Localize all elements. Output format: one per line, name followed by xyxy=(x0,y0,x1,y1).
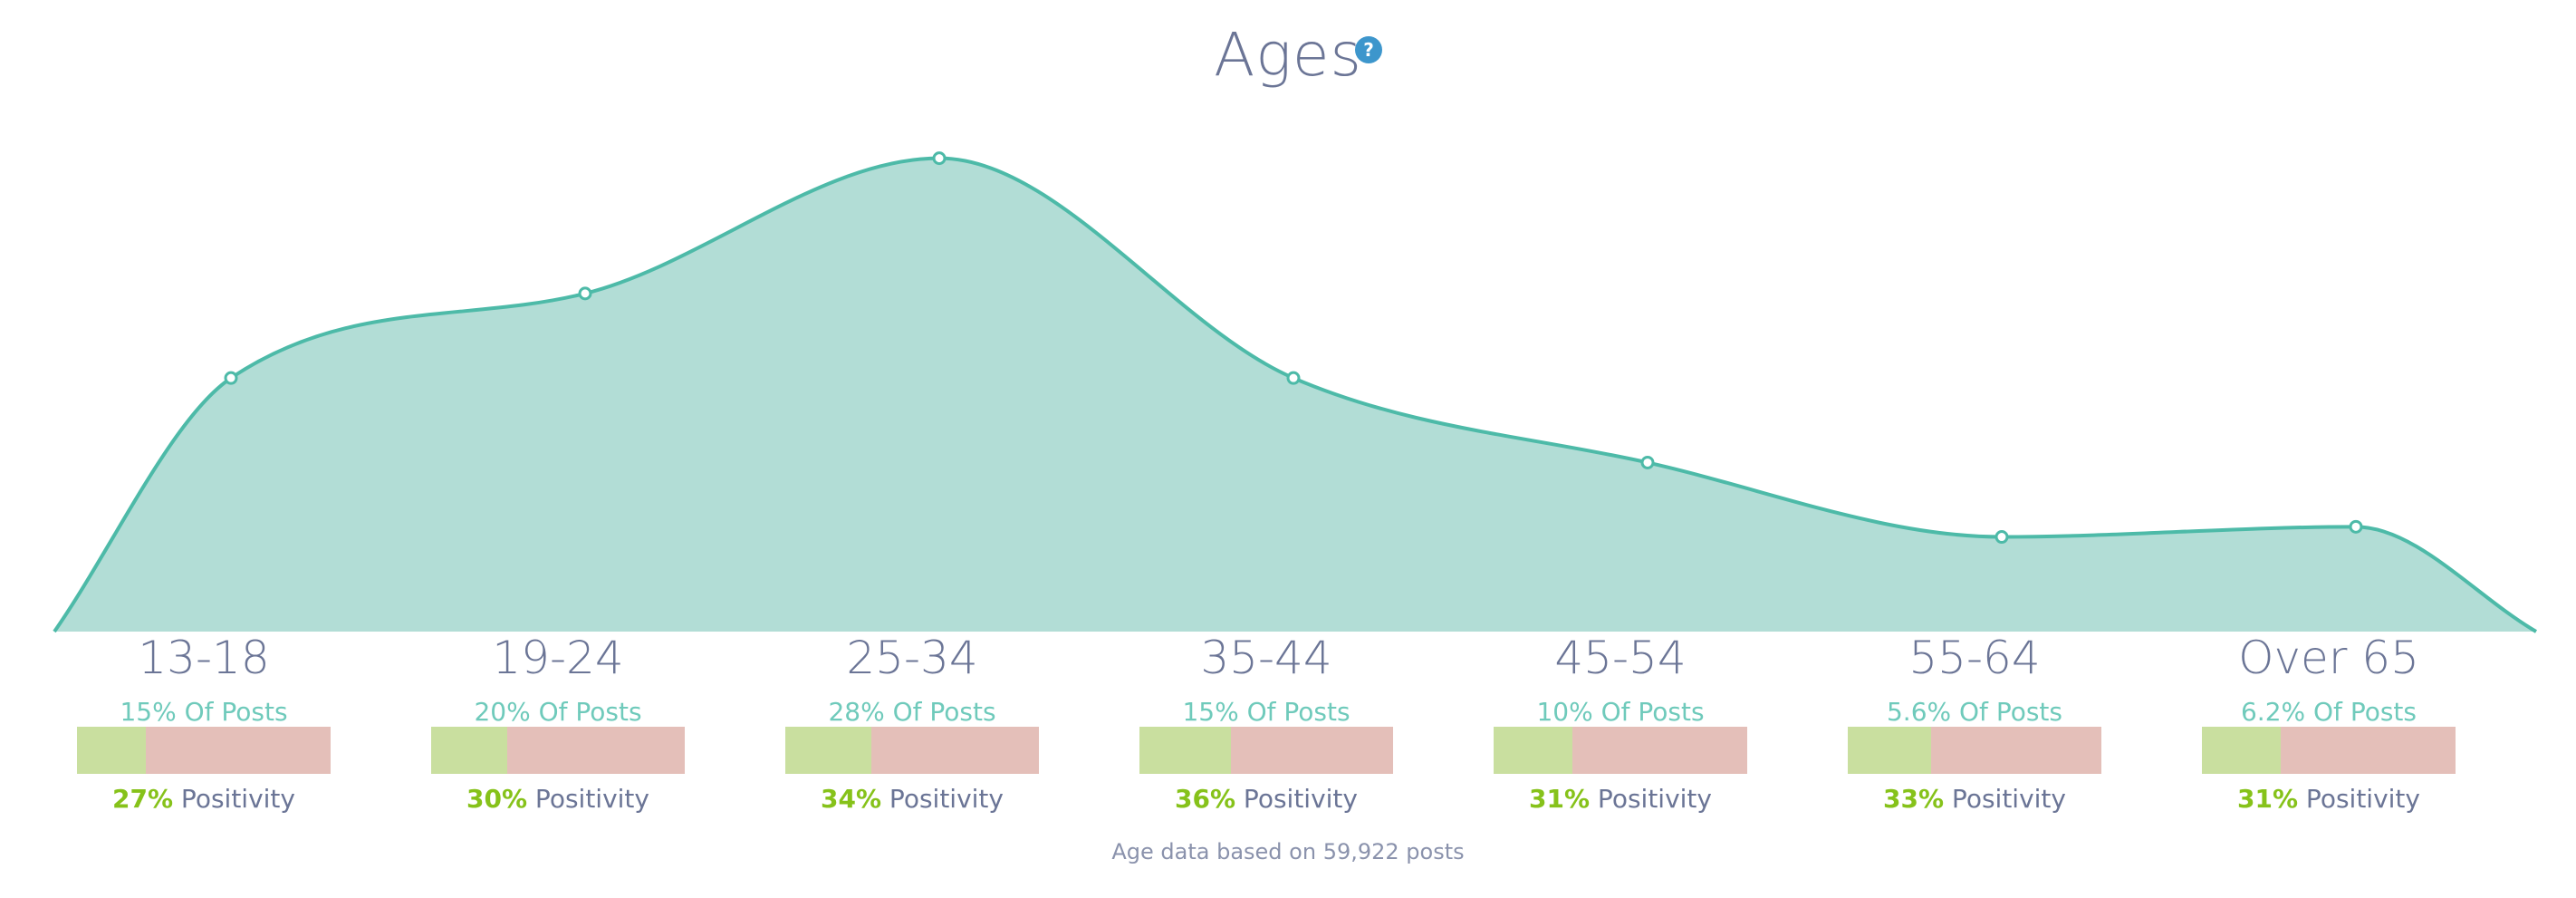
positivity-bar xyxy=(77,727,331,774)
positivity-label: 31% Positivity xyxy=(1439,781,1802,817)
tick-label: Over 65 xyxy=(2238,632,2419,684)
footnote: Age data based on 59,922 posts xyxy=(1111,839,1465,864)
data-point-19-24[interactable] xyxy=(578,286,592,301)
posts-share-label: 6.2% Of Posts xyxy=(2240,697,2417,727)
data-point-45-54[interactable] xyxy=(1640,455,1655,469)
positivity-bar xyxy=(1494,727,1747,774)
posts-share-label: 15% Of Posts xyxy=(120,697,288,727)
age-column-19-24: 19-24 20% Of Posts 30% Positivity xyxy=(377,625,739,843)
positivity-label: 36% Positivity xyxy=(1085,781,1447,817)
positivity-bar-fill xyxy=(785,727,872,774)
data-point-25-34[interactable] xyxy=(932,151,947,166)
chart-title: Ages xyxy=(1214,20,1362,90)
posts-share-label: 15% Of Posts xyxy=(1182,697,1350,727)
age-area-chart xyxy=(53,151,2538,633)
positivity-bar-fill xyxy=(77,727,146,774)
posts-share-label: 10% Of Posts xyxy=(1536,697,1705,727)
positivity-suffix: Positivity xyxy=(1235,784,1358,814)
age-area-line xyxy=(53,156,2538,633)
positivity-label: 31% Positivity xyxy=(2148,781,2510,817)
positivity-bar xyxy=(1139,727,1393,774)
positivity-bar-fill xyxy=(1848,727,1932,774)
age-column-55-64: 55-64 5.6% Of Posts 33% Positivity xyxy=(1793,625,2156,843)
age-column-35-44: 35-44 15% Of Posts 36% Positivity xyxy=(1085,625,1447,843)
tick-label: 35-44 xyxy=(1200,632,1332,684)
positivity-suffix: Positivity xyxy=(1944,784,2066,814)
positivity-suffix: Positivity xyxy=(173,784,295,814)
tick-label: 45-54 xyxy=(1554,632,1687,684)
age-column-13-18: 13-18 15% Of Posts 27% Positivity xyxy=(23,625,385,843)
positivity-label: 34% Positivity xyxy=(731,781,1093,817)
positivity-value: 33% xyxy=(1883,784,1945,814)
data-point-13-18[interactable] xyxy=(224,371,238,385)
positivity-value: 31% xyxy=(2237,784,2299,814)
age-area-fill xyxy=(54,158,2536,632)
positivity-bar xyxy=(431,727,685,774)
tick-label: 19-24 xyxy=(492,632,624,684)
positivity-bar xyxy=(785,727,1039,774)
positivity-suffix: Positivity xyxy=(527,784,649,814)
tick-label: 55-64 xyxy=(1908,632,2041,684)
positivity-label: 27% Positivity xyxy=(23,781,385,817)
positivity-suffix: Positivity xyxy=(881,784,1004,814)
positivity-bar xyxy=(2202,727,2456,774)
positivity-value: 36% xyxy=(1175,784,1236,814)
positivity-value: 31% xyxy=(1529,784,1591,814)
positivity-bar xyxy=(1848,727,2101,774)
tick-label: 13-18 xyxy=(138,632,270,684)
age-column-45-54: 45-54 10% Of Posts 31% Positivity xyxy=(1439,625,1802,843)
positivity-suffix: Positivity xyxy=(1590,784,1712,814)
age-column-25-34: 25-34 28% Of Posts 34% Positivity xyxy=(731,625,1093,843)
data-point-35-44[interactable] xyxy=(1286,371,1301,385)
data-point-55-64[interactable] xyxy=(1994,530,2009,545)
positivity-value: 27% xyxy=(112,784,174,814)
question-circle-icon[interactable]: ? xyxy=(1355,36,1382,63)
chart-title-wrap: Ages xyxy=(0,14,2576,96)
positivity-bar-fill xyxy=(1139,727,1231,774)
data-point-over-65[interactable] xyxy=(2349,519,2363,534)
positivity-label: 33% Positivity xyxy=(1793,781,2156,817)
positivity-label: 30% Positivity xyxy=(377,781,739,817)
posts-share-label: 5.6% Of Posts xyxy=(1886,697,2062,727)
positivity-bar-fill xyxy=(431,727,507,774)
posts-share-label: 28% Of Posts xyxy=(828,697,996,727)
age-column-over-65: Over 65 6.2% Of Posts 31% Positivity xyxy=(2148,625,2510,843)
positivity-bar-fill xyxy=(2202,727,2281,774)
tick-label: 25-34 xyxy=(846,632,978,684)
posts-share-label: 20% Of Posts xyxy=(474,697,642,727)
positivity-value: 34% xyxy=(821,784,882,814)
positivity-suffix: Positivity xyxy=(2298,784,2420,814)
positivity-bar-fill xyxy=(1494,727,1572,774)
positivity-value: 30% xyxy=(466,784,528,814)
